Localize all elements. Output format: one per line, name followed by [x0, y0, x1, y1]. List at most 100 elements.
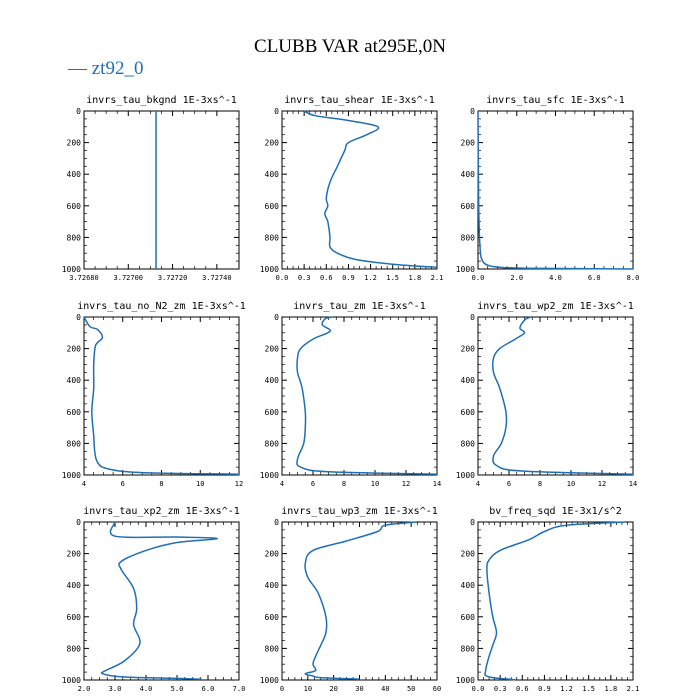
plot-frame: [477, 316, 634, 476]
y-tick-label: 0: [470, 518, 475, 527]
y-tick-label: 0: [76, 313, 81, 322]
y-tick-label: 600: [265, 613, 280, 622]
x-tick-label: 0.3: [494, 685, 507, 693]
y-tick-label: 1000: [260, 471, 279, 480]
subplot-6: invrs_tau_wp2_zm 1E-3xs^-10 200 400 600 800 1…: [456, 301, 637, 488]
y-tick-label: 600: [265, 408, 280, 417]
x-tick-label: 3.72680: [69, 274, 99, 282]
legend-line-icon: —: [68, 58, 87, 79]
figure-title: CLUBB VAR at295E,0N: [254, 36, 446, 57]
x-tick-label: 60: [433, 685, 441, 693]
x-tick-label: 8.0: [627, 274, 640, 282]
y-tick-label: 600: [67, 613, 82, 622]
subplot-3: invrs_tau_sfc 1E-3xs^-1 0 200 400 600 800 1000…: [456, 95, 640, 282]
y-tick-label: 200: [265, 139, 280, 148]
plot-frame: [83, 110, 240, 270]
y-tick-label: 1000: [260, 265, 279, 274]
subplot-title: invrs_tau_no_N2_zm 1E-3xs^-1: [77, 301, 246, 312]
subplot-title: bv_freq_sqd 1E-3x1/s^2: [489, 506, 621, 517]
series-line-zt92_0: [83, 316, 240, 475]
y-tick-label: 600: [461, 613, 476, 622]
y-tick-label: 1000: [62, 471, 81, 480]
series-line-zt92_0: [100, 521, 219, 680]
x-tick-label: 5.0: [171, 685, 184, 693]
x-tick-label: 6: [507, 480, 511, 488]
y-tick-label: 0: [76, 518, 81, 527]
x-tick-label: 1.2: [560, 685, 573, 693]
series-line-zt92_0: [296, 316, 438, 475]
x-tick-label: 20: [329, 685, 337, 693]
plot-frame: [477, 110, 634, 270]
x-tick-label: 1.5: [582, 685, 595, 693]
x-tick-label: 0.0: [276, 274, 289, 282]
y-tick-label: 200: [67, 345, 82, 354]
legend-series-label: zt92_0: [91, 58, 144, 79]
x-tick-label: 4: [476, 480, 480, 488]
series-line-zt92_0: [492, 316, 634, 475]
x-tick-label: 50: [407, 685, 415, 693]
y-tick-label: 400: [67, 170, 82, 179]
x-tick-label: 1.5: [386, 274, 399, 282]
y-tick-label: 800: [67, 439, 82, 448]
y-tick-label: 600: [461, 202, 476, 211]
subplot-title: invrs_tau_zm 1E-3xs^-1: [293, 301, 425, 312]
y-tick-label: 200: [265, 550, 280, 559]
subplot-title: invrs_tau_shear 1E-3xs^-1: [284, 95, 435, 106]
y-tick-label: 600: [461, 408, 476, 417]
y-tick-label: 200: [67, 139, 82, 148]
x-tick-label: 4.0: [140, 685, 153, 693]
x-tick-label: 2.0: [510, 274, 523, 282]
y-tick-label: 800: [461, 644, 476, 653]
plot-frame: [281, 316, 438, 476]
subplot-2: invrs_tau_shear 1E-3xs^-1 0 200 400 600 800 10…: [260, 95, 444, 282]
y-tick-label: 200: [461, 550, 476, 559]
y-tick-label: 400: [67, 376, 82, 385]
series-line-zt92_0: [484, 521, 626, 681]
x-tick-label: 14: [629, 480, 637, 488]
x-tick-label: 4: [280, 480, 284, 488]
x-tick-label: 6: [121, 480, 125, 488]
subplot-title: invrs_tau_wp2_zm 1E-3xs^-1: [477, 301, 634, 312]
series-line-zt92_0: [477, 110, 634, 270]
x-tick-label: 6.0: [588, 274, 601, 282]
y-tick-label: 1000: [62, 676, 81, 685]
x-tick-label: 30: [355, 685, 363, 693]
y-tick-label: 1000: [260, 676, 279, 685]
y-tick-label: 800: [67, 644, 82, 653]
x-tick-label: 0.3: [298, 274, 311, 282]
x-tick-label: 0.0: [472, 274, 485, 282]
x-tick-label: 0.6: [516, 685, 529, 693]
y-tick-label: 400: [461, 581, 476, 590]
y-tick-label: 200: [67, 550, 82, 559]
x-tick-label: 2.0: [78, 685, 91, 693]
plot-frame: [83, 316, 240, 476]
y-tick-label: 800: [67, 233, 82, 242]
subplot-title: invrs_tau_bkgnd 1E-3xs^-1: [86, 95, 237, 106]
x-tick-label: 10: [196, 480, 204, 488]
series-line-zt92_0: [304, 521, 417, 680]
x-tick-label: 8: [342, 480, 346, 488]
x-tick-label: 6: [311, 480, 315, 488]
x-tick-label: 0: [280, 685, 284, 693]
legend: — zt92_0: [68, 58, 143, 80]
subplot-title: invrs_tau_sfc 1E-3xs^-1: [486, 95, 624, 106]
y-tick-label: 400: [67, 581, 82, 590]
x-tick-label: 3.72740: [202, 274, 232, 282]
x-tick-label: 10: [371, 480, 379, 488]
y-tick-label: 400: [461, 376, 476, 385]
y-tick-label: 1000: [456, 265, 475, 274]
x-tick-label: 4: [82, 480, 86, 488]
y-tick-label: 600: [67, 202, 82, 211]
x-tick-label: 12: [235, 480, 243, 488]
series-line-zt92_0: [303, 110, 438, 269]
y-tick-label: 800: [461, 439, 476, 448]
x-tick-label: 6.0: [202, 685, 215, 693]
y-tick-label: 800: [265, 439, 280, 448]
x-tick-label: 2.1: [431, 274, 444, 282]
x-tick-label: 12: [598, 480, 606, 488]
y-tick-label: 1000: [62, 265, 81, 274]
x-tick-label: 0.0: [472, 685, 485, 693]
y-tick-label: 0: [274, 107, 279, 116]
y-tick-label: 600: [67, 408, 82, 417]
